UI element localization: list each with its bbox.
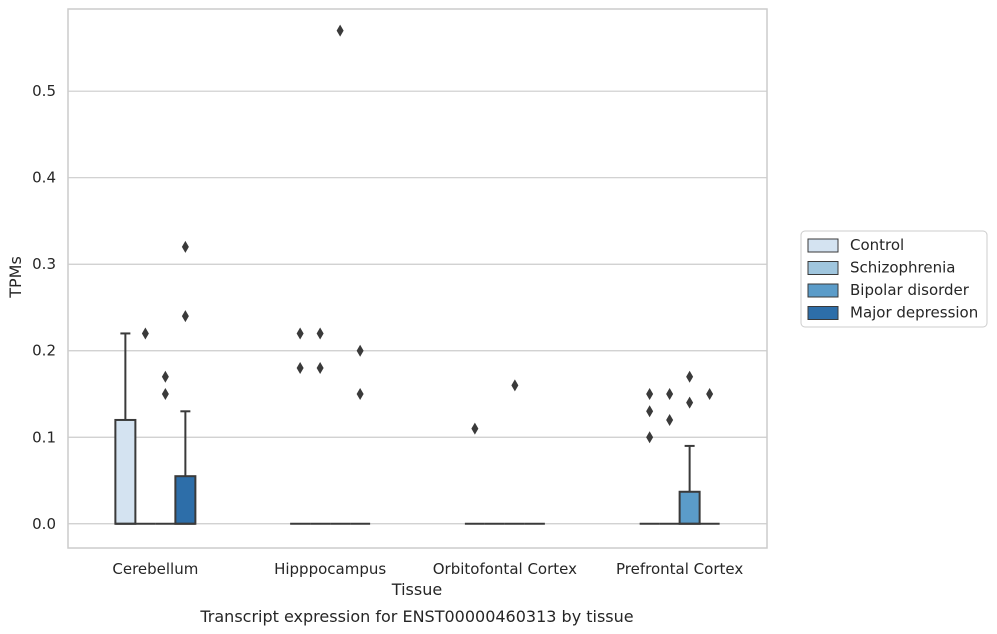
box-1-3 [350, 344, 371, 525]
outlier-point [686, 396, 694, 409]
legend: Control Schizophrenia Bipolar disorder Majo… [800, 230, 988, 328]
legend-swatch [807, 306, 839, 320]
box-0-0 [114, 332, 137, 525]
outlier-point [336, 24, 344, 37]
outlier-point [471, 422, 479, 435]
legend-swatch [807, 238, 839, 253]
legend-label: Control [850, 236, 904, 254]
box-1-2 [330, 24, 351, 525]
box-0-3 [174, 240, 197, 525]
y-tick-label: 0.0 [32, 515, 56, 533]
outlier-point [666, 413, 674, 426]
outlier-point [646, 405, 654, 418]
outlier-point [356, 388, 364, 400]
outlier-point [296, 327, 304, 340]
legend-label: Major depression [850, 304, 978, 322]
outlier-point [141, 327, 149, 340]
box-2-0 [464, 422, 485, 525]
box-1-1 [310, 327, 331, 525]
outlier-point [181, 240, 189, 253]
outlier-point [161, 388, 169, 400]
outlier-point [646, 431, 654, 444]
x-axis-ticks: Cerebellum Hipppocampus Orbitofontal Corte… [112, 560, 743, 578]
x-tick-label: Cerebellum [112, 560, 198, 578]
box [114, 418, 137, 525]
outlier-point [316, 362, 324, 375]
box-0-2 [155, 370, 176, 525]
outlier-point [161, 370, 169, 383]
y-axis-ticks: 0.0 0.1 0.2 0.3 0.4 0.5 [32, 82, 56, 533]
y-tick-label: 0.1 [32, 428, 56, 446]
outlier-point [181, 310, 189, 323]
y-axis-title: TPMs [6, 256, 25, 299]
box-3-2 [678, 370, 701, 525]
y-tick-label: 0.2 [32, 342, 56, 360]
box-3-1 [659, 388, 680, 525]
box-2-2 [504, 379, 525, 525]
x-tick-label: Prefrontal Cortex [616, 560, 743, 578]
box [678, 490, 701, 525]
outlier-point [316, 327, 324, 340]
box-1-0 [290, 327, 311, 525]
outlier-point [646, 388, 654, 400]
legend-label: Schizophrenia [850, 259, 955, 277]
box [174, 475, 197, 525]
outlier-point [296, 362, 304, 375]
outlier-point [686, 370, 694, 383]
y-tick-label: 0.5 [32, 82, 56, 100]
outlier-point [706, 388, 714, 400]
outlier-point [511, 379, 519, 392]
y-tick-label: 0.4 [32, 169, 56, 187]
plot-area-frame [67, 8, 768, 549]
box-marks [114, 24, 720, 525]
y-tick-label: 0.3 [32, 255, 56, 273]
chart-caption: Transcript expression for ENST0000046031… [199, 607, 633, 626]
outlier-point [356, 344, 364, 357]
x-axis-title: Tissue [391, 580, 442, 599]
box-3-3 [699, 388, 720, 525]
legend-swatch [807, 261, 839, 275]
outlier-point [666, 388, 674, 400]
x-tick-label: Hipppocampus [274, 560, 386, 578]
box-3-0 [639, 388, 660, 525]
legend-label: Bipolar disorder [850, 281, 970, 299]
legend-frame [800, 230, 988, 328]
box-0-1 [135, 327, 156, 525]
legend-swatch [807, 283, 839, 298]
gridlines [68, 90, 767, 525]
x-tick-label: Orbitofontal Cortex [433, 560, 577, 578]
